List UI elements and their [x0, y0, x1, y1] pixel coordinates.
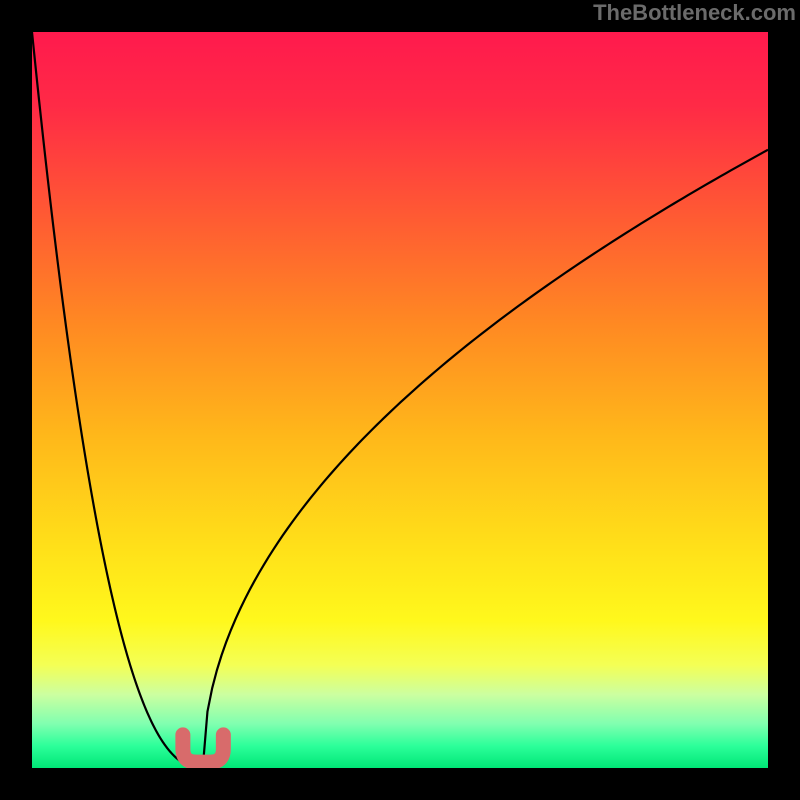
watermark-text: TheBottleneck.com — [593, 0, 796, 26]
plot-area — [32, 32, 768, 768]
curve-layer — [32, 32, 768, 768]
chart-frame: TheBottleneck.com — [0, 0, 800, 800]
dip-marker — [183, 735, 223, 762]
bottleneck-curve — [32, 32, 768, 768]
